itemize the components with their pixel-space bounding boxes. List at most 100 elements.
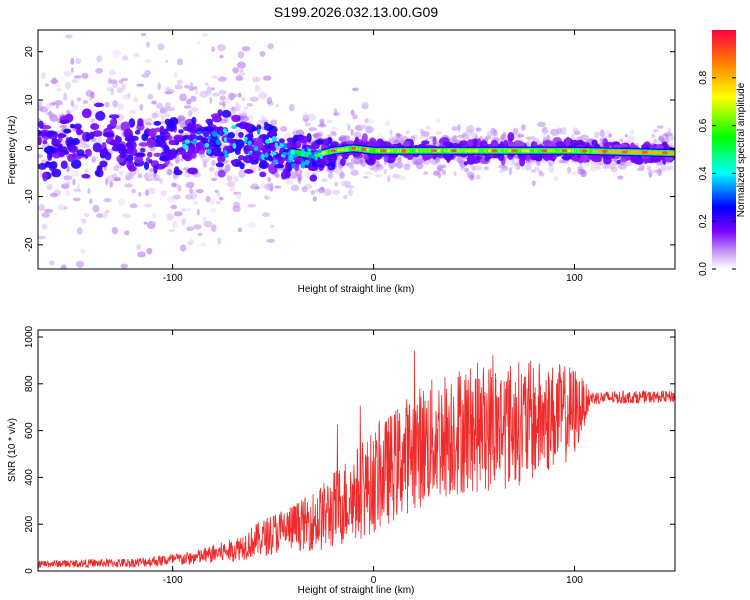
spectrogram-blob (255, 84, 259, 90)
spectrogram-blob (238, 71, 246, 76)
spectrogram-blob (157, 43, 165, 51)
spectrogram-blob (307, 113, 316, 122)
spectrogram-blob (232, 143, 237, 149)
spectrogram-blob (137, 118, 144, 127)
spectrogram-heatmap (38, 33, 675, 269)
spectrogram-blob (166, 106, 176, 112)
spectrogram-blob (251, 76, 261, 83)
spectrogram-blob (168, 228, 176, 233)
spectrogram-blob (166, 168, 173, 176)
spectrogram-blob (314, 157, 318, 161)
spectrogram-blob (178, 129, 184, 134)
spectrogram-blob (270, 151, 277, 156)
spectrogram-blob (70, 159, 82, 169)
spectrogram-blob (169, 162, 174, 167)
spectrogram-xlabel: Height of straight line (km) (298, 284, 415, 295)
spectrogram-blob (112, 165, 120, 172)
spectrogram-blob (70, 67, 74, 73)
spectrogram-hotspot (350, 146, 357, 150)
spectrogram-blob (147, 93, 154, 100)
spectrogram-blob (264, 196, 271, 200)
spectrogram-blob (205, 195, 211, 203)
spectrogram-blob (72, 197, 81, 202)
spectrogram-blob (215, 201, 221, 205)
spectrogram-blob (275, 104, 279, 108)
spectrogram-xtick-label: -100 (163, 273, 183, 284)
spectrogram-blob (432, 136, 437, 146)
colorbar-tick-label: 0.2 (698, 214, 709, 228)
spectrogram-blob (517, 133, 524, 138)
spectrogram-blob (259, 115, 267, 120)
spectrogram-blob (89, 198, 93, 205)
spectrogram-blob (84, 168, 89, 173)
spectrogram-blob (174, 174, 179, 179)
spectrogram-blob (326, 119, 333, 124)
spectrogram-blob (230, 106, 236, 112)
spectrogram-blob (174, 71, 178, 79)
spectrogram-blob (168, 139, 178, 146)
spectrogram-blob (189, 82, 194, 88)
spectrogram-blob (121, 82, 126, 87)
spectrogram-blob (148, 221, 157, 225)
spectrogram-blob (258, 91, 268, 100)
spectrogram-blob (111, 173, 118, 179)
spectrogram-blob (361, 104, 369, 110)
spectrogram-blob (136, 83, 145, 87)
spectrogram-blob (261, 212, 270, 217)
spectrogram-blob (151, 100, 157, 105)
spectrogram-blob (542, 139, 553, 146)
spectrogram-blob (119, 152, 127, 159)
spectrogram-blob (48, 260, 55, 266)
spectrogram-blob (603, 141, 615, 147)
spectrogram-blob (206, 148, 212, 155)
spectrogram-blob (310, 152, 315, 156)
spectrogram-blob (183, 84, 190, 89)
spectrogram-blob (42, 171, 48, 182)
spectrogram-blob (457, 156, 462, 164)
spectrogram-blob (235, 103, 242, 112)
spectrogram-blob (63, 128, 72, 134)
spectrogram-blob (75, 57, 82, 65)
spectrogram-blob (242, 155, 254, 164)
spectrogram-blob (102, 211, 109, 219)
spectrogram-blob (173, 166, 180, 174)
spectrogram-blob (239, 69, 244, 73)
spectrogram-blob (46, 130, 56, 137)
spectrogram-blob (187, 167, 198, 175)
spectrogram-blob (211, 87, 215, 91)
spectrogram-blob (160, 190, 167, 197)
spectrogram-blob (146, 151, 153, 158)
spectrogram-blob (138, 142, 149, 147)
spectrogram-blob (274, 163, 285, 169)
spectrogram-blob (334, 168, 343, 175)
spectrogram-blob (225, 97, 232, 104)
spectrogram-blob (333, 108, 338, 117)
spectrogram-blob (108, 114, 120, 119)
spectrogram-blob (273, 159, 278, 164)
spectrogram-blob (209, 96, 213, 105)
spectrogram-blob (232, 67, 240, 74)
spectrogram-blob (301, 148, 305, 154)
spectrogram-blob (92, 142, 102, 153)
spectrogram-blob (110, 88, 114, 96)
spectrogram-blob (298, 135, 309, 144)
spectrogram-blob (308, 153, 312, 159)
spectrogram-blob (231, 93, 238, 98)
spectrogram-blob (63, 175, 73, 181)
spectrogram-blob (203, 126, 215, 132)
spectrogram-blob (199, 90, 209, 98)
spectrogram-blob (76, 149, 85, 157)
spectrogram-blob (435, 117, 441, 124)
spectrogram-blob (179, 244, 187, 252)
spectrogram-blob (125, 140, 137, 150)
spectrogram-hotspot (430, 149, 437, 153)
spectrogram-blob (109, 180, 114, 188)
spectrogram-blob (116, 87, 123, 94)
snr-frame (37, 329, 676, 572)
spectrogram-blob (487, 130, 493, 137)
spectrogram-blob (112, 80, 119, 89)
spectrogram-blob (499, 136, 504, 141)
spectrogram-blob (589, 166, 598, 172)
